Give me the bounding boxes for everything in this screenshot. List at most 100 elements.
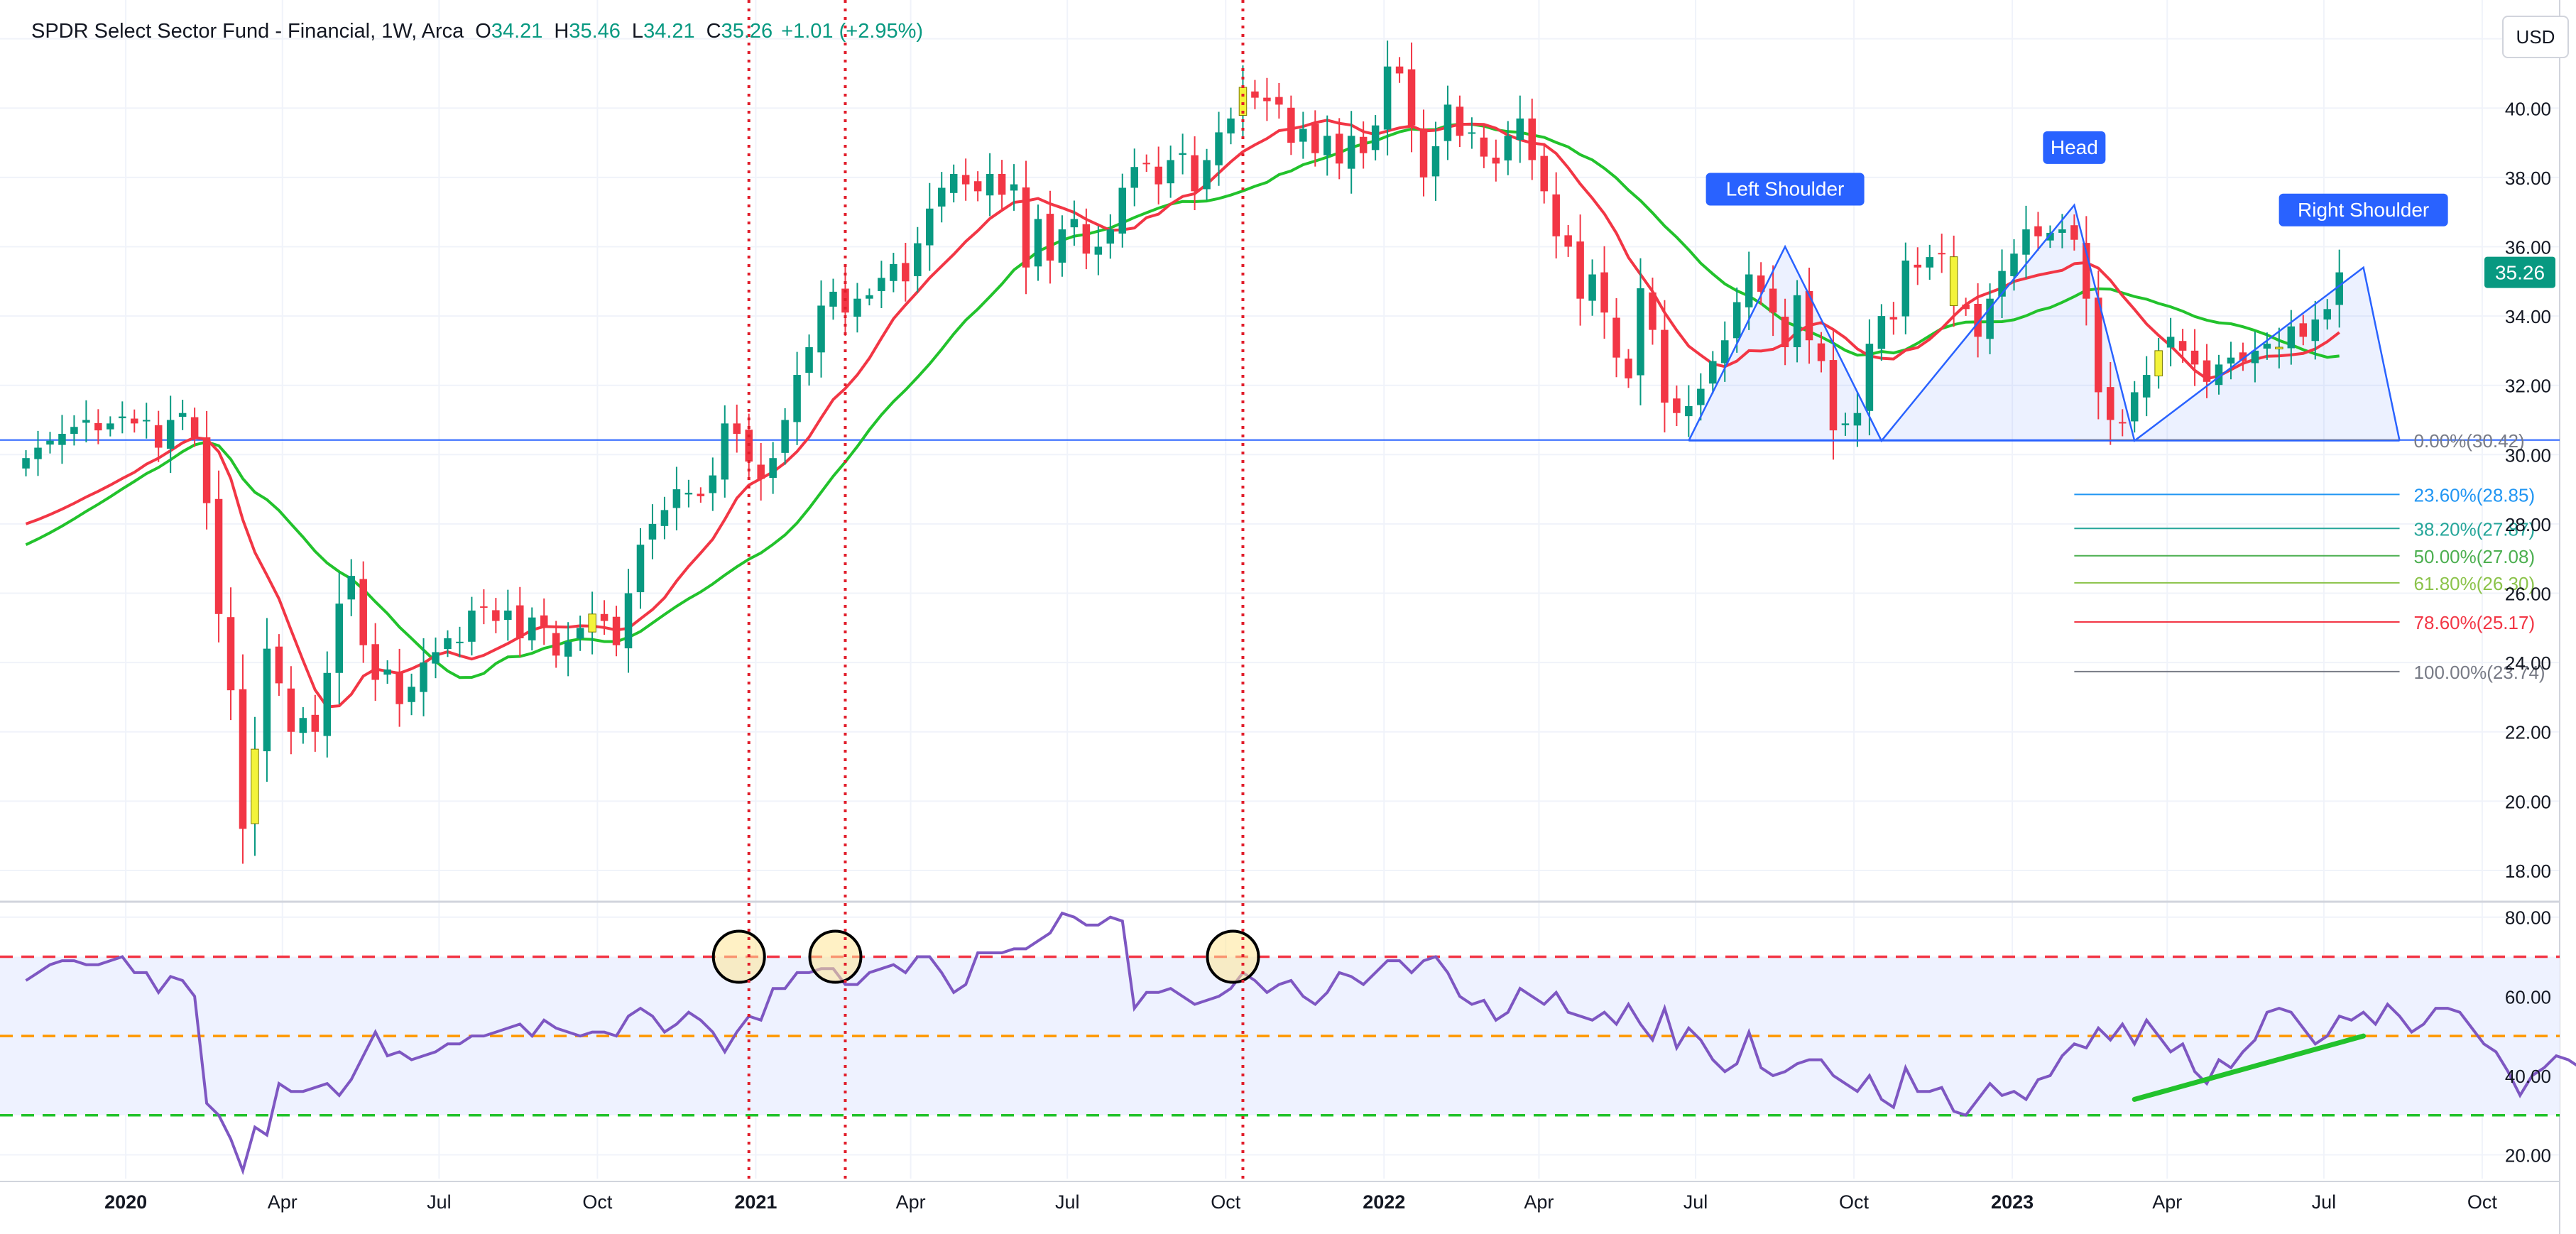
candle-body (1371, 125, 1380, 151)
candle-body (131, 418, 138, 424)
candle-body (1504, 136, 1512, 160)
candle-body (2335, 272, 2343, 305)
candle-body (733, 423, 741, 435)
time-tick-label: Apr (2152, 1191, 2182, 1213)
candle-body (949, 173, 958, 193)
candle-body (1155, 166, 1162, 185)
open-label: O (475, 20, 491, 43)
candle-body (890, 263, 897, 281)
open-value: 34.21 (491, 20, 543, 43)
candle-body (1769, 288, 1777, 313)
candle-body (1805, 290, 1813, 341)
candle-body (709, 475, 717, 493)
pattern-label: Right Shoulder (2298, 199, 2429, 221)
candle-body (2323, 309, 2331, 320)
candle-body (878, 278, 885, 291)
candle-body (1179, 153, 1186, 155)
candle-body (287, 688, 295, 732)
candle-body (2130, 392, 2139, 422)
candle-body (1564, 235, 1572, 247)
pattern-label-box (2043, 131, 2106, 164)
candle-body (817, 305, 825, 353)
candle-body (444, 638, 452, 650)
candle-body (781, 420, 789, 453)
candle-body (721, 423, 729, 480)
candle-body (1974, 303, 1982, 337)
candle-body (492, 610, 500, 621)
candle-body (2203, 360, 2211, 382)
candle-body (1419, 129, 1428, 178)
candle-body (1492, 158, 1500, 164)
candle-body (1588, 274, 1596, 301)
candle-body (1986, 298, 1994, 339)
candle-body (34, 447, 42, 459)
candle-body (2263, 344, 2271, 349)
candle-body (2275, 346, 2283, 349)
candle-body (986, 173, 994, 196)
pattern-outline (1688, 203, 2401, 443)
fib-level-label: 23.60%(28.85) (2414, 484, 2536, 506)
candle-body (660, 510, 669, 526)
candle-body (1552, 194, 1560, 236)
symbol-title: SPDR Select Sector Fund - Financial, 1W,… (31, 20, 464, 43)
candle-body (1853, 413, 1862, 426)
high-label: H (554, 20, 569, 43)
candle-body (1191, 155, 1199, 192)
candle-body (1070, 219, 1079, 228)
candle-body (1745, 274, 1753, 307)
candle-body (973, 181, 982, 192)
candle-body (408, 687, 415, 702)
candle-body (1685, 405, 1693, 417)
candle-body (1251, 91, 1259, 98)
candle-body (1359, 136, 1368, 153)
candle-body (70, 427, 78, 435)
candle-body (600, 613, 608, 621)
price-tick-label: 36.00 (2505, 236, 2551, 258)
candle-body (1528, 118, 1537, 160)
time-tick-label: Jul (1055, 1191, 1080, 1213)
candle-body (1637, 288, 1644, 376)
candle-body (672, 489, 681, 508)
candle-body (22, 458, 30, 469)
candle-body (2251, 350, 2259, 364)
rsi-tick-label: 80.00 (2505, 907, 2551, 929)
candle-body (648, 523, 657, 540)
candle-body (1443, 104, 1452, 141)
candle-body (190, 417, 199, 437)
candle-body (1793, 295, 1801, 348)
rsi-crossover-marker (711, 929, 766, 984)
candle-body (1926, 257, 1933, 268)
candle-body (1480, 137, 1488, 157)
rsi-tick-label: 40.00 (2505, 1066, 2551, 1087)
candle-body (275, 646, 283, 684)
candle-body (1877, 316, 1886, 349)
currency-button[interactable]: USD (2502, 16, 2569, 58)
candle-body (94, 422, 102, 431)
candle-body (1034, 219, 1042, 267)
candle-body (2107, 387, 2114, 420)
low-value: 34.21 (643, 20, 695, 43)
candle-body (166, 420, 175, 449)
last-price-badge (2484, 256, 2555, 288)
candle-body (383, 669, 391, 675)
rsi-panel (0, 911, 2576, 1176)
candle-body (961, 175, 970, 185)
price-tick-label: 20.00 (2505, 791, 2551, 812)
candle-body (937, 187, 946, 207)
candle-body (1841, 423, 1850, 425)
time-tick-label: Jul (1683, 1191, 1708, 1213)
time-tick-label: Jul (427, 1191, 452, 1213)
candle-body (1865, 344, 1874, 411)
candle-body (805, 347, 813, 373)
candle-body (2178, 341, 2187, 351)
pattern-label-box (1705, 173, 1865, 206)
candle-body (420, 662, 427, 692)
price-tick-label: 26.00 (2505, 584, 2551, 605)
candle-body (576, 628, 584, 639)
candle-body (263, 648, 271, 752)
rsi-tick-label: 60.00 (2505, 986, 2551, 1008)
candle-body (866, 295, 873, 299)
symbol-header: SPDR Select Sector Fund - Financial, 1W,… (31, 20, 923, 43)
candle-body (468, 610, 476, 642)
